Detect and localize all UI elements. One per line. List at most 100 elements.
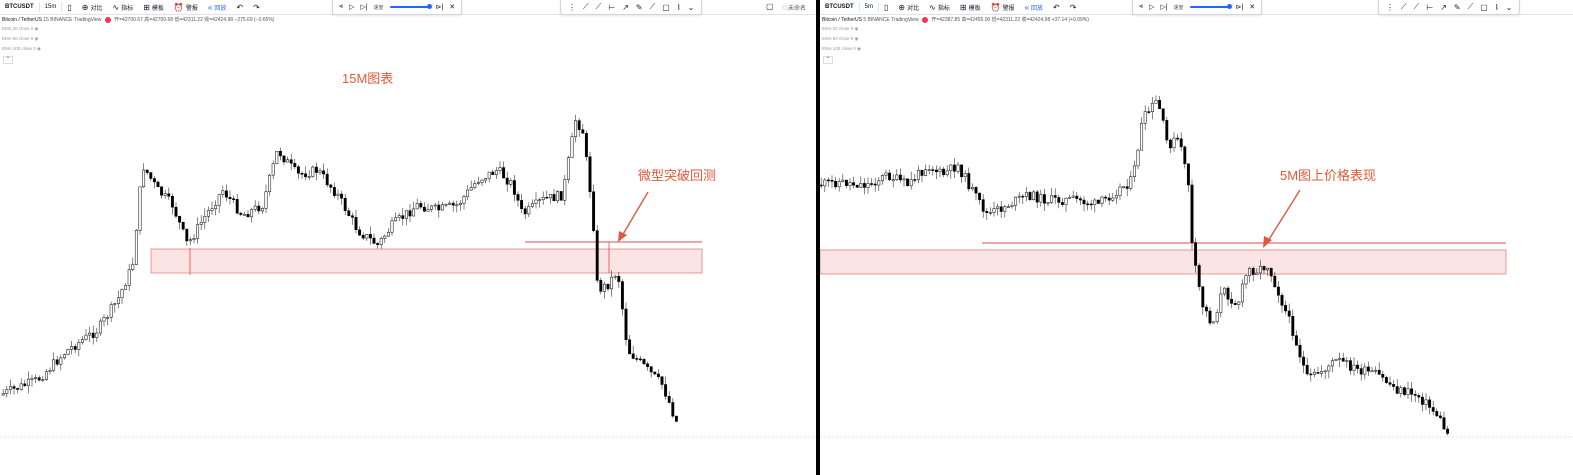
bearish-candle [1107,197,1111,201]
select-bar-icon[interactable]: ⫷ [1139,3,1143,10]
collapse-legend-icon[interactable]: ⌃ [3,56,13,64]
indicators-button[interactable]: ∿ 指标 [924,0,955,14]
cursor-icon[interactable]: ⋮ [568,2,576,12]
undo-icon[interactable]: ↶ [236,2,244,12]
rectangle-icon[interactable]: ▢ [1480,2,1488,12]
legend-interval: 15 [43,17,49,23]
ray-icon[interactable]: ⟋ [595,2,602,11]
pen-icon[interactable]: ✎ [635,2,643,12]
arrow-icon[interactable]: ↗ [622,2,629,12]
rectangle-icon[interactable]: ▢ [662,2,670,12]
bullish-candle [1017,195,1021,198]
undo-icon[interactable]: ↶ [1053,2,1060,12]
bearish-candle [1186,163,1190,186]
brush-icon[interactable]: ⟋ [649,2,656,11]
bearish-candle [358,229,362,236]
bullish-candle [286,159,290,163]
cursor-icon[interactable]: ⋮ [1386,2,1394,12]
more-icon[interactable]: ⌄ [687,2,695,12]
horizontal-ray-icon[interactable]: ⊢ [1426,2,1434,12]
alert-button[interactable]: ⏰ 警报 [986,0,1020,14]
jump-to-realtime-icon[interactable]: ⊳| [1235,4,1244,11]
ray-icon[interactable]: ⟋ [1413,2,1420,11]
ma-legend-1[interactable]: EMA 20 close 0 ◉ [2,26,38,32]
eye-icon[interactable]: ◉ [34,26,39,31]
bar-style-icon[interactable]: ▯ [884,2,889,12]
symbol-legend: Bitcoin / TetherUS 5 BINANCE TradingView… [822,16,1089,23]
ma-legend-3[interactable]: EMA 100 close 0 ◉ [2,46,41,52]
step-forward-icon[interactable]: ▷| [1160,4,1168,11]
chart-pane-15m[interactable]: BTCUSDT 15m ▯ ⊕ 对比 ∿ 指标 ⊞ 模板 ⏰ 警报 «回放 ↶ ↷ ⫷ … [0,0,816,475]
trend-line-icon[interactable]: ⟋ [1401,2,1407,11]
symbol-name: Bitcoin / TetherUS [822,17,862,23]
bearish-candle [934,169,938,173]
eye-icon[interactable]: ◉ [857,46,861,51]
bullish-candle [902,178,906,181]
bearish-candle [512,180,516,195]
bearish-candle [1402,387,1406,395]
replay-button[interactable]: «回放 [203,0,231,14]
candles-group [1,114,678,423]
bar-style-icon[interactable]: ▯ [67,2,72,12]
symbol-search[interactable]: BTCUSDT [825,4,854,10]
step-forward-icon[interactable]: ▷| [360,4,368,11]
select-bar-icon[interactable]: ⫷ [339,3,343,10]
eye-icon[interactable]: ◉ [34,36,39,41]
trend-line-icon[interactable]: ⟋ [583,2,589,11]
bearish-candle [340,193,344,199]
bullish-candle [866,183,870,188]
symbol-search[interactable]: BTCUSDT [5,4,34,10]
candlestick-chart[interactable] [0,0,816,475]
eye-icon[interactable]: ◉ [854,26,859,31]
redo-icon[interactable]: ↷ [1069,2,1077,12]
play-icon[interactable]: ▷ [348,4,355,11]
bearish-candle [282,155,286,163]
pane-divider[interactable] [816,0,820,475]
bearish-candle [1176,137,1180,140]
eye-icon[interactable]: ◉ [37,46,41,51]
bearish-candle [152,178,156,183]
ma-legend-2[interactable]: EMA 50 close 0 ◉ [2,36,38,42]
jump-to-realtime-icon[interactable]: ⊳| [435,4,444,11]
bearish-candle [1168,139,1172,149]
alert-button[interactable]: ⏰ 警报 [169,0,203,14]
collapse-legend-icon[interactable]: ⌃ [823,56,833,64]
bearish-candle [1446,428,1450,434]
path-icon[interactable]: ⌇ [676,2,681,12]
cloud-save[interactable]: ☁未命名 [782,3,806,12]
templates-button[interactable]: ⊞ 模板 [138,0,169,14]
speed-slider[interactable] [1189,4,1232,9]
eye-icon[interactable]: ◉ [854,36,859,41]
bullish-candle [242,214,246,216]
bearish-candle [354,217,358,230]
bearish-candle [523,208,527,215]
fullscreen-icon[interactable]: ▢ [766,2,774,11]
chart-pane-5m[interactable]: BTCUSDT 5m ▯ ⊕ 对比 ∿ 指标 ⊞ 模板 ⏰ 警报 «回放 ↶ ↷ ⫷ ▷… [820,0,1573,475]
play-icon[interactable]: ▷ [1148,4,1155,11]
interval-button[interactable]: 15m [44,4,57,10]
interval-button[interactable]: 5m [864,4,874,10]
replay-button[interactable]: «回放 [1020,0,1048,14]
path-icon[interactable]: ⌇ [1494,2,1499,12]
close-icon[interactable]: ✕ [1249,4,1256,11]
arrow-icon[interactable]: ↗ [1440,2,1447,12]
speed-slider[interactable] [389,4,432,9]
compare-button[interactable]: ⊕ 对比 [893,0,924,14]
indicators-button[interactable]: ∿ 指标 [107,0,138,14]
bearish-candle [1280,294,1284,306]
horizontal-ray-icon[interactable]: ⊢ [608,2,616,12]
pen-icon[interactable]: ✎ [1453,2,1461,12]
templates-button[interactable]: ⊞ 模板 [955,0,986,14]
ma-legend-2[interactable]: EMA 50 close 0 ◉ [822,36,858,42]
compare-button[interactable]: ⊕ 对比 [77,0,108,14]
ma-legend-1[interactable]: EMA 20 close 0 ◉ [822,26,858,32]
ma-legend-3[interactable]: EMA 100 close 0 ◉ [822,46,861,52]
candlestick-chart[interactable] [820,0,1573,475]
bullish-candle [610,276,614,290]
bearish-candle [1395,386,1399,394]
close-icon[interactable]: ✕ [449,4,456,11]
more-icon[interactable]: ⌄ [1505,2,1513,12]
brush-icon[interactable]: ⟋ [1467,2,1474,11]
redo-icon[interactable]: ↷ [253,2,260,12]
bullish-candle [196,224,200,239]
